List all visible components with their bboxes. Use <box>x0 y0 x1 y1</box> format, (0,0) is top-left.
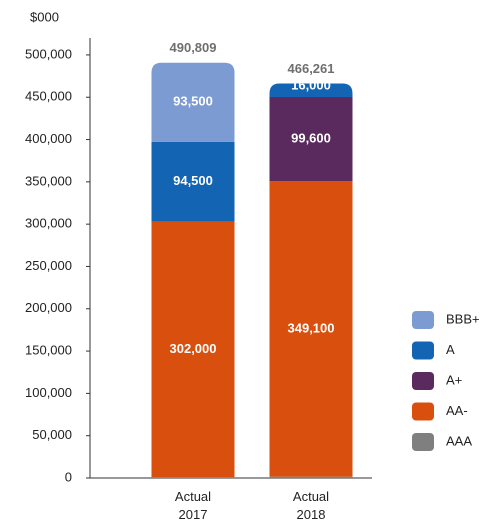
y-tick-label: 450,000 <box>25 89 72 104</box>
y-tick-label: 0 <box>65 469 72 484</box>
unit-label: $000 <box>30 9 59 24</box>
legend-label: BBB+ <box>446 311 480 326</box>
legend-label: AAA <box>446 433 472 448</box>
legend-swatch <box>412 372 434 390</box>
y-tick-label: 200,000 <box>25 300 72 315</box>
bar-segment <box>151 141 235 222</box>
bar-segment <box>151 221 235 478</box>
total-label: 490,809 <box>170 40 217 55</box>
data-label: 16,000 <box>291 77 331 92</box>
y-tick-label: 300,000 <box>25 216 72 231</box>
data-label: 99,600 <box>291 131 331 146</box>
total-label: 466,261 <box>288 61 335 76</box>
bar-segment <box>269 181 353 477</box>
y-tick-label: 250,000 <box>25 258 72 273</box>
x-tick-label: Actual 2018 <box>293 489 329 522</box>
bar-segment <box>151 477 235 478</box>
y-tick-label: 50,000 <box>32 427 72 442</box>
legend-swatch <box>412 341 434 360</box>
legend-swatch <box>412 402 434 421</box>
y-tick-label: 150,000 <box>25 343 72 358</box>
bar-segment <box>269 476 353 478</box>
x-tick-label: Actual 2017 <box>175 489 211 522</box>
data-label: 349,100 <box>288 320 335 335</box>
legend-label: A+ <box>446 372 462 387</box>
bar-segment <box>151 62 235 142</box>
data-label: 93,500 <box>173 94 213 109</box>
data-label: 302,000 <box>170 341 217 356</box>
bar-segment <box>269 83 353 98</box>
y-tick-label: 350,000 <box>25 173 72 188</box>
legend-swatch <box>412 311 434 329</box>
legend-label: AA- <box>446 403 468 418</box>
legend-label: A <box>446 342 455 357</box>
legend-swatch <box>412 433 434 451</box>
data-label: 94,500 <box>173 173 213 188</box>
y-tick-label: 500,000 <box>25 46 72 61</box>
y-tick-label: 400,000 <box>25 131 72 146</box>
y-tick-label: 100,000 <box>25 385 72 400</box>
bar-segment <box>269 97 353 182</box>
